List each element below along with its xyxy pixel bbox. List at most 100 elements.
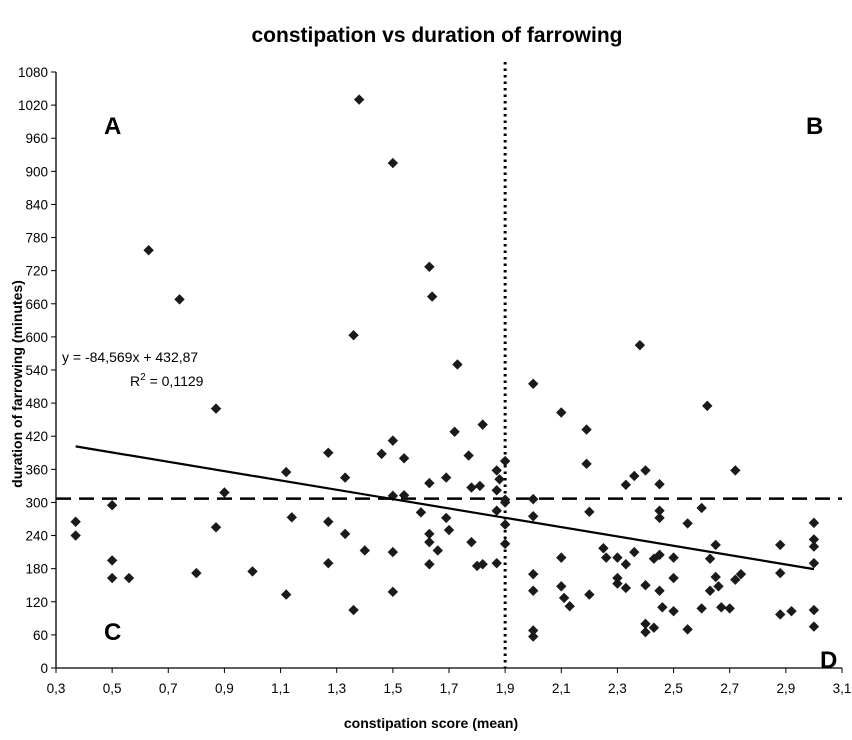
data-point [634,339,646,351]
data-point [735,568,747,580]
data-point [808,621,820,632]
data-point [440,472,452,483]
data-point [584,506,595,518]
y-tick-label: 900 [25,164,48,179]
x-axis-title: constipation score (mean) [344,715,518,731]
data-point [612,552,623,563]
data-point [376,448,387,460]
data-point [499,497,511,508]
data-point [491,465,502,476]
data-point [730,465,741,476]
data-point [387,157,399,169]
data-point [463,450,474,461]
r2-value: = 0,1129 [146,373,204,389]
data-point [280,589,292,600]
y-tick-label: 480 [25,396,48,411]
data-point [601,552,612,563]
y-tick-label: 960 [25,131,48,146]
y-tick-label: 1020 [18,98,48,113]
data-point [353,94,365,105]
data-point [620,479,632,490]
data-point [640,465,651,476]
r2-superscript: 2 [140,372,146,383]
data-point [323,516,334,527]
data-point [528,585,539,596]
y-axis-title: duration of farrowing (minutes) [9,280,25,488]
data-point [387,435,399,446]
data-point [499,455,511,467]
data-point [339,472,351,483]
data-point [443,524,455,536]
data-point [143,245,154,256]
y-tick-label: 660 [25,297,48,312]
data-point [499,538,511,550]
data-point [424,477,435,489]
data-point [210,403,222,414]
data-point [654,512,665,524]
data-point [682,518,693,529]
data-point [775,567,786,579]
data-point [348,604,359,616]
y-tick-label: 540 [25,363,48,378]
data-point [704,585,716,596]
data-point [556,581,567,592]
data-point [528,493,539,505]
x-tick-label: 0,9 [215,681,234,696]
x-tick-label: 0,7 [159,681,178,696]
data-point [528,568,539,580]
data-point [775,609,786,620]
data-point [654,549,665,561]
data-point [730,574,741,585]
data-point [668,605,679,617]
data-point [466,482,477,493]
x-tick-label: 0,5 [103,681,122,696]
data-point [499,519,511,530]
data-point [648,622,660,633]
y-tick-label: 600 [25,330,48,345]
data-point [106,500,118,511]
reference-lines [56,62,842,668]
trendline-group [75,445,815,571]
trendline-r-squared: R2 = 0,1129 [130,372,204,389]
data-point [491,557,502,569]
data-point [466,536,477,548]
data-point [808,557,820,569]
data-point [415,507,427,518]
data-point [528,631,539,642]
data-point [704,553,716,564]
quadrant-label-b: B [806,113,823,140]
x-tick-label: 1,1 [271,681,290,696]
data-point [808,604,820,616]
data-point [424,536,435,548]
data-point [581,424,592,435]
data-point [640,626,651,638]
y-tick-label: 60 [33,628,48,643]
trendline-equation: y = -84,569x + 432,87 [62,349,198,365]
data-point [424,261,435,273]
data-point [528,378,539,389]
data-point [629,546,640,558]
y-tick-label: 360 [25,462,48,477]
data-point [648,553,660,564]
data-point [191,567,202,579]
data-point [724,603,735,614]
data-point [808,517,820,529]
quadrant-label-a: A [104,113,121,140]
data-point [359,545,370,556]
trendline [75,445,815,571]
data-point [398,453,410,464]
data-point [612,572,623,584]
data-point [640,580,651,591]
x-tick-label: 1,5 [383,681,402,696]
y-tick-label: 1080 [18,65,48,80]
y-tick-label: 240 [25,529,48,544]
data-point [452,359,463,370]
x-tick-label: 3,1 [833,681,852,696]
data-point [654,479,665,490]
data-point [640,618,651,630]
data-point [710,539,721,551]
data-point [668,572,679,584]
x-tick-label: 1,3 [327,681,346,696]
data-point [581,458,592,470]
